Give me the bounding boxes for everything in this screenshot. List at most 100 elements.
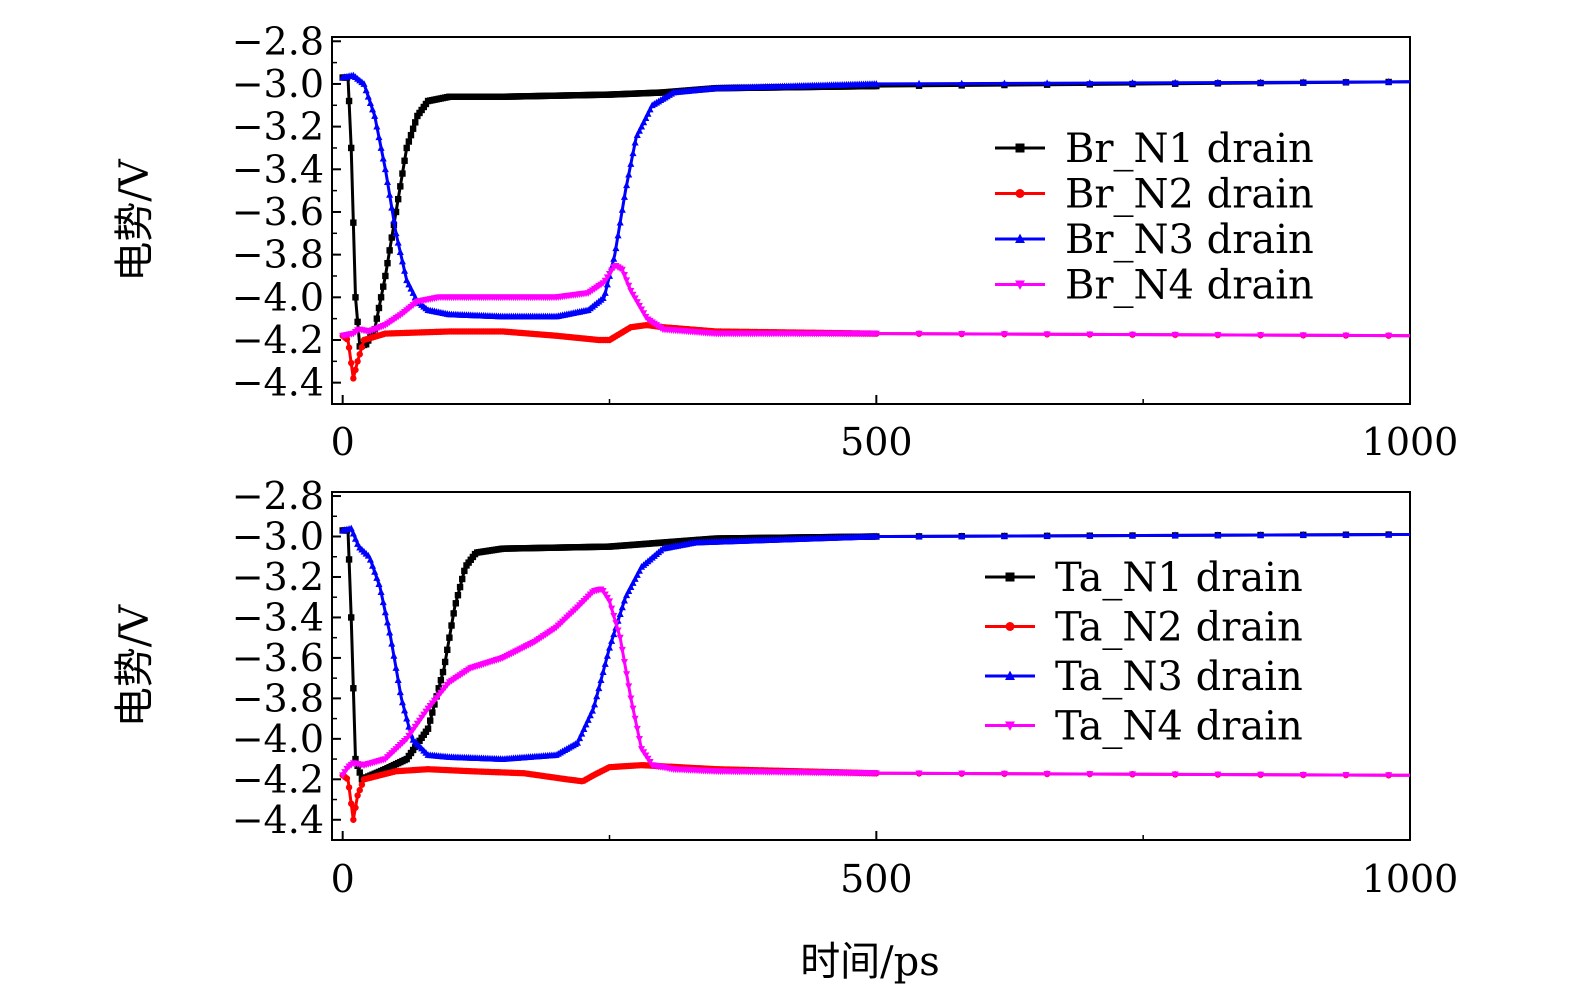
series-point	[1000, 770, 1008, 778]
x-tick-label: 1000	[1362, 857, 1459, 901]
series-group	[339, 524, 1411, 762]
series-point	[599, 294, 607, 302]
series-point	[452, 600, 460, 607]
series-point	[1128, 531, 1137, 539]
series-point	[352, 366, 359, 374]
series-point	[1128, 771, 1137, 779]
legend-label: Ta_N2 drain	[1055, 605, 1303, 651]
series-point	[350, 685, 357, 692]
series-point	[593, 692, 601, 700]
series-point	[390, 216, 398, 224]
plot-frame	[331, 36, 1411, 405]
y-tick-label: −3.4	[232, 147, 324, 191]
y-tick-label: −3.2	[232, 105, 324, 149]
series-point	[454, 591, 462, 599]
series-point	[629, 705, 637, 713]
series-point	[603, 280, 611, 288]
series-point	[403, 714, 411, 722]
series-point	[461, 567, 468, 575]
legend-label: Ta_N4 drain	[1055, 704, 1303, 750]
series-point	[345, 784, 353, 791]
series-point	[631, 715, 639, 723]
series-point	[388, 234, 395, 241]
series-point	[588, 706, 596, 714]
series-point	[635, 735, 643, 743]
series-point	[627, 583, 635, 590]
series-point	[345, 556, 353, 563]
series-point	[403, 144, 410, 152]
series-point	[401, 267, 409, 274]
series-point	[373, 122, 381, 130]
series-point	[352, 755, 359, 763]
series-point	[573, 739, 582, 746]
series-point	[392, 208, 400, 216]
legend-marker	[1005, 572, 1015, 582]
series-point	[1086, 771, 1094, 778]
series-point	[623, 671, 631, 678]
series-point	[1257, 531, 1265, 538]
series-point	[369, 105, 377, 113]
series-point	[351, 534, 360, 542]
series-point	[375, 580, 383, 587]
series-point	[601, 660, 609, 667]
series-point	[397, 183, 404, 190]
series-point	[644, 109, 652, 117]
series-point	[603, 652, 611, 659]
series-point	[444, 646, 451, 654]
series-point	[591, 700, 599, 708]
series-point	[620, 596, 628, 604]
series-point	[354, 318, 361, 326]
series-point	[356, 769, 363, 776]
series-point	[356, 351, 363, 358]
series-point	[1385, 332, 1393, 340]
series-point	[597, 676, 605, 684]
series-point	[915, 79, 923, 87]
legend-label: Br_N2 drain	[1065, 172, 1314, 218]
series-point	[1128, 331, 1137, 339]
series-point	[631, 575, 639, 582]
series-point	[1299, 531, 1307, 538]
series-point	[409, 125, 417, 132]
series-point	[456, 583, 464, 591]
series-point	[1086, 79, 1094, 86]
series-point	[627, 160, 635, 167]
series-group	[339, 71, 1411, 320]
y-tick-label: −4.4	[232, 361, 324, 405]
series-point	[386, 191, 394, 198]
series-point	[348, 800, 355, 807]
series-point	[1171, 78, 1179, 86]
series-point	[388, 203, 396, 211]
series-point	[616, 634, 624, 642]
series-point	[612, 620, 620, 627]
y-tick-label: −3.6	[232, 190, 324, 234]
series-point	[398, 257, 406, 265]
series-point	[1214, 771, 1222, 779]
series-point	[612, 244, 620, 252]
series-point	[352, 804, 359, 811]
series-point	[635, 127, 643, 134]
series-point	[623, 591, 631, 599]
series-point	[620, 659, 628, 666]
series-point	[576, 734, 584, 742]
series-point	[394, 238, 402, 246]
series-point	[631, 295, 639, 303]
series-point	[366, 555, 374, 563]
series-point	[633, 571, 641, 578]
series-point	[450, 610, 457, 617]
series-point	[625, 683, 633, 691]
series-point	[623, 277, 631, 285]
series-point	[358, 343, 366, 351]
legend-label: Br_N3 drain	[1065, 217, 1314, 263]
series-point	[364, 92, 372, 100]
series-point	[459, 575, 466, 583]
series-point	[1171, 771, 1179, 779]
series-point	[396, 248, 404, 255]
series-point	[390, 652, 398, 659]
series-point	[1385, 530, 1393, 538]
series-point	[608, 637, 616, 644]
series-point	[601, 289, 609, 296]
series-point	[958, 770, 966, 778]
series-point	[1342, 332, 1350, 340]
series-point	[369, 562, 377, 569]
series-point	[371, 568, 379, 575]
